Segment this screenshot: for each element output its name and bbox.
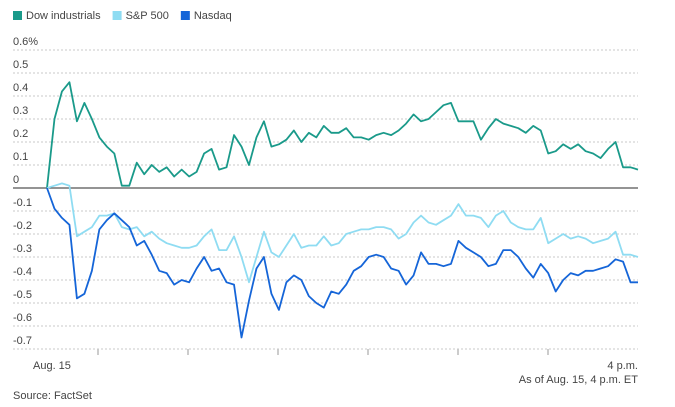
- legend-swatch: [112, 11, 122, 20]
- y-tick-label: -0.3: [13, 243, 32, 255]
- y-tick-label: -0.7: [13, 335, 32, 347]
- y-tick-label: 0.5: [13, 59, 28, 71]
- y-tick-label: -0.4: [13, 266, 32, 278]
- y-tick-label: -0.5: [13, 289, 32, 301]
- y-tick-label: 0: [13, 174, 19, 186]
- y-tick-label: -0.6: [13, 312, 32, 324]
- legend-swatch: [180, 11, 190, 20]
- note: As of Aug. 15, 4 p.m. ET: [519, 374, 639, 386]
- x-hour-ticks: [97, 349, 549, 355]
- legend-label: Dow industrials: [26, 10, 101, 22]
- x-tick-label: Aug. 15: [33, 360, 71, 372]
- y-tick-label: -0.1: [13, 197, 32, 209]
- legend-swatch: [13, 11, 22, 20]
- y-tick-label: 0.6%: [13, 36, 38, 48]
- series-line: [46, 187, 638, 339]
- y-tick-label: 0.4: [13, 82, 28, 94]
- series-line: [46, 182, 639, 284]
- y-tick-label: 0.2: [13, 128, 28, 140]
- x-tick-label: 4 p.m.: [607, 360, 638, 372]
- y-tick-label: -0.2: [13, 220, 32, 232]
- legend-label: Nasdaq: [194, 10, 232, 22]
- legend-label: S&P 500: [126, 10, 169, 22]
- y-tick-label: 0.1: [13, 151, 28, 163]
- series-line: [46, 81, 639, 189]
- y-tick-label: 0.3: [13, 105, 28, 117]
- source: Source: FactSet: [13, 390, 92, 402]
